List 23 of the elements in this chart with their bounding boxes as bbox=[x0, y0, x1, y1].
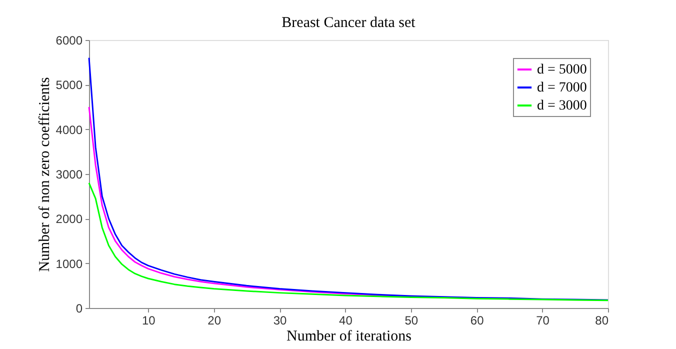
legend-label: d = 7000 bbox=[537, 80, 587, 96]
y-axis-title: Number of non zero coefficients bbox=[36, 77, 53, 272]
y-tick-label: 2000 bbox=[56, 212, 83, 226]
y-tick-label: 4000 bbox=[56, 122, 83, 137]
legend-label: d = 5000 bbox=[537, 62, 587, 78]
chart-title: Breast Cancer data set bbox=[282, 15, 416, 31]
x-tick-label: 40 bbox=[339, 314, 353, 328]
x-tick-label: 10 bbox=[142, 314, 156, 328]
line-series bbox=[88, 182, 609, 302]
x-tick-label: 50 bbox=[404, 314, 418, 328]
x-tick-label: 80 bbox=[595, 314, 609, 328]
legend-label: d = 3000 bbox=[537, 98, 587, 114]
y-tick-label: 0 bbox=[76, 302, 83, 316]
y-tick-label: 1000 bbox=[56, 256, 83, 271]
y-tick-label: 6000 bbox=[56, 34, 83, 48]
x-tick-label: 60 bbox=[470, 314, 484, 328]
y-tick-label: 5000 bbox=[56, 78, 83, 92]
line-series bbox=[88, 57, 609, 301]
x-axis-title: Number of iterations bbox=[286, 328, 412, 344]
x-tick-label: 20 bbox=[208, 314, 222, 328]
y-tick-label: 3000 bbox=[56, 168, 83, 182]
x-tick-label: 70 bbox=[536, 314, 550, 328]
x-tick-label: 30 bbox=[273, 314, 288, 328]
